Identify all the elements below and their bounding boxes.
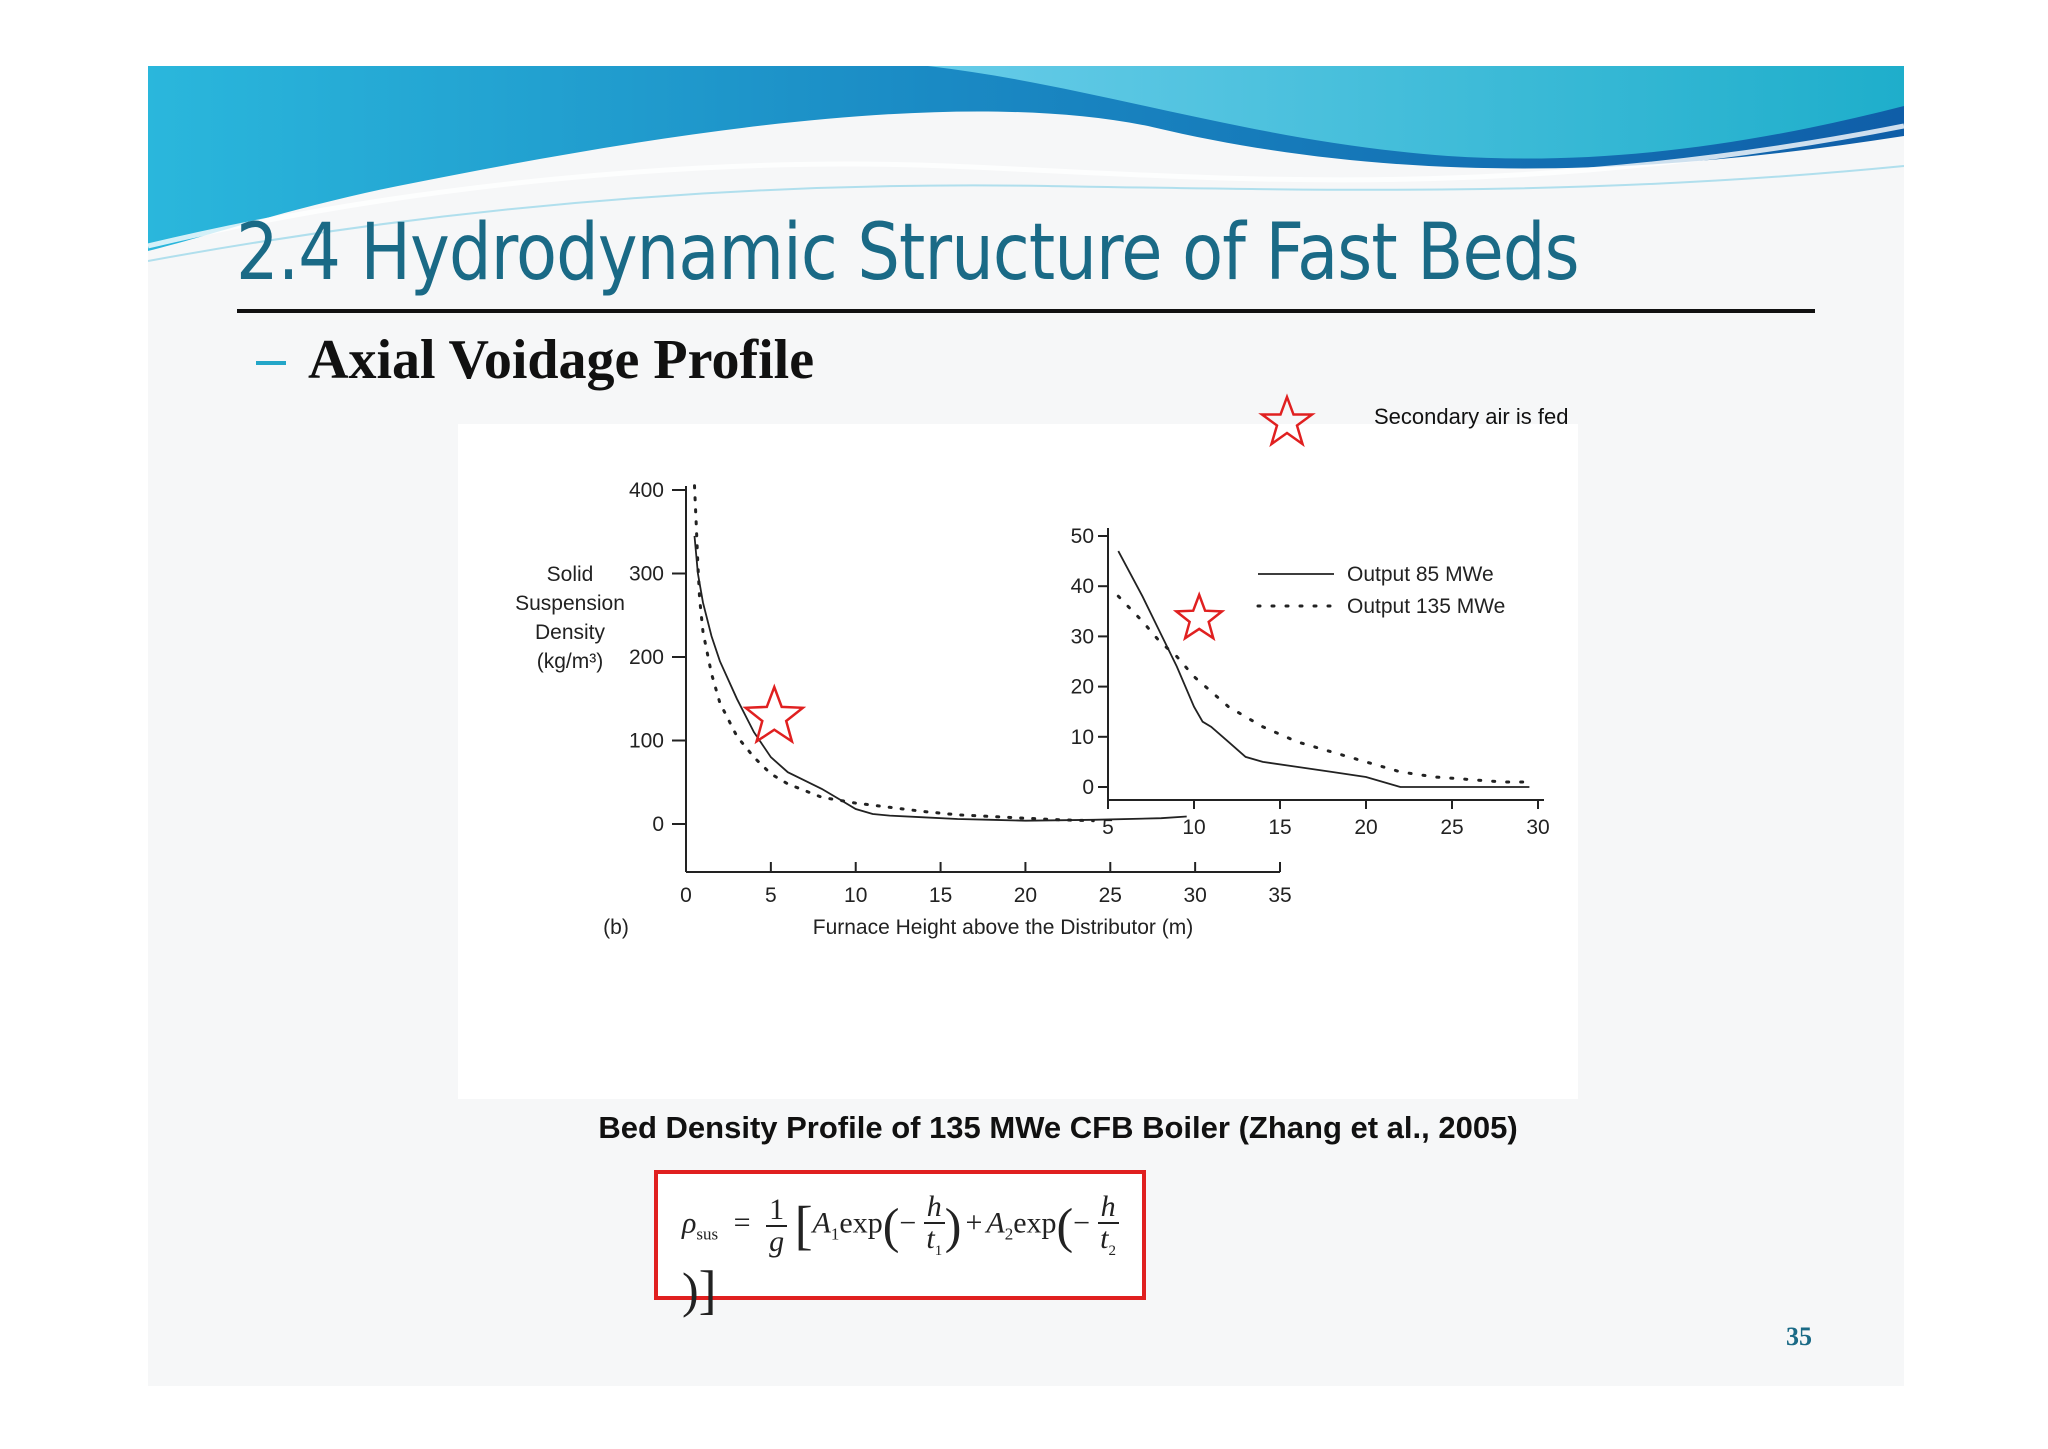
inset-y-tick-label: 50 <box>1071 525 1094 548</box>
formula-box: ρsus = 1 g [A1exp(− h t1 ) + A2exp(− h t2 … <box>654 1170 1146 1320</box>
legend-label-2: Output 135 MWe <box>1347 595 1505 618</box>
formula-t2: t <box>1100 1222 1109 1255</box>
formula-minus1: − <box>899 1206 917 1240</box>
formula-a2: A <box>986 1206 1005 1240</box>
inset-y-tick-label: 0 <box>1082 776 1094 799</box>
formula-fraction: 1 g <box>766 1194 788 1258</box>
formula-a2-sub: 2 <box>1004 1224 1014 1244</box>
formula-exp2: exp <box>1013 1206 1057 1240</box>
inset-x-tick-label: 20 <box>1354 816 1377 839</box>
panel-label: (b) <box>603 916 629 939</box>
legend-label-1: Output 85 MWe <box>1347 563 1494 586</box>
main-star-icon <box>742 683 807 745</box>
formula-frac-den: g <box>769 1224 785 1258</box>
title-divider <box>237 309 1815 313</box>
inset-x-tick-label: 10 <box>1182 816 1205 839</box>
formula-frac-h-t1: h t1 <box>923 1192 945 1259</box>
formula-rho: ρ <box>682 1206 697 1240</box>
formula: ρsus = 1 g [A1exp(− h t1 ) + A2exp(− h t2 … <box>682 1192 1142 1321</box>
subtitle-dash <box>256 361 286 365</box>
main-x-tick-label: 25 <box>1099 884 1122 907</box>
figure-caption: Bed Density Profile of 135 MWe CFB Boile… <box>598 1110 1518 1145</box>
inset-series-line-2 <box>1116 594 1531 784</box>
formula-rho-sub: sus <box>696 1224 719 1244</box>
inset-x-tick-label: 15 <box>1268 816 1291 839</box>
formula-exp1: exp <box>839 1206 883 1240</box>
inset-star-icon <box>1172 591 1226 642</box>
main-series-line-1 <box>693 535 1187 822</box>
main-y-tick-label: 100 <box>629 730 664 753</box>
formula-a1: A <box>812 1206 831 1240</box>
main-y-axis-label: Suspension <box>515 592 625 615</box>
formula-minus2: − <box>1073 1206 1091 1240</box>
main-y-tick-label: 0 <box>652 813 664 836</box>
main-x-tick-label: 10 <box>844 884 867 907</box>
main-x-tick-label: 35 <box>1268 884 1291 907</box>
inset-x-tick-label: 5 <box>1102 816 1114 839</box>
main-x-tick-label: 0 <box>680 884 692 907</box>
formula-equals: = <box>733 1206 751 1240</box>
main-x-tick-label: 20 <box>1014 884 1037 907</box>
main-series-line-2 <box>693 484 1095 823</box>
slide: 2.4 Hydrodynamic Structure of Fast Beds … <box>148 66 1904 1386</box>
formula-h1: h <box>923 1192 945 1224</box>
main-y-tick-label: 200 <box>629 646 664 669</box>
figure: 0 5 10 15 20 25 30 35 0 100 200 300 400 Solid Suspensi… <box>458 424 1578 1099</box>
page-title: 2.4 Hydrodynamic Structure of Fast Beds <box>236 208 1580 298</box>
formula-t1: t <box>926 1222 935 1255</box>
formula-frac-num: 1 <box>766 1194 788 1227</box>
star-icon <box>1258 393 1316 448</box>
formula-frac-h-t2: h t2 <box>1097 1192 1119 1259</box>
note-text: Secondary air is fed <box>1374 404 1569 429</box>
main-x-tick-label: 5 <box>765 884 777 907</box>
formula-open-bracket: [ <box>794 1195 813 1256</box>
wave-banner <box>148 66 1904 262</box>
main-y-tick-label: 400 <box>629 479 664 502</box>
main-x-tick-label: 30 <box>1183 884 1206 907</box>
formula-plus: + <box>965 1206 983 1240</box>
main-y-tick-label: 300 <box>629 563 664 586</box>
inset-x-tick-label: 25 <box>1440 816 1463 839</box>
inset-x-tick-label: 30 <box>1526 816 1549 839</box>
formula-a1-sub: 1 <box>830 1224 840 1244</box>
page-number: 35 <box>1786 1322 1812 1351</box>
subtitle: Axial Voidage Profile <box>308 329 815 391</box>
inset-y-tick-label: 40 <box>1071 575 1094 598</box>
inset-y-tick-label: 20 <box>1071 676 1094 699</box>
inset-y-tick-label: 10 <box>1071 726 1094 749</box>
chart: 0 5 10 15 20 25 30 350100200300400SolidSuspensi… <box>515 479 1550 939</box>
formula-h2: h <box>1097 1192 1119 1224</box>
main-y-axis-label: (kg/m³) <box>537 650 604 673</box>
main-y-axis-label: Density <box>535 621 606 644</box>
inset-y-tick-label: 30 <box>1071 625 1094 648</box>
formula-t2-sub: 2 <box>1108 1243 1117 1259</box>
main-y-axis-label: Solid <box>547 563 594 586</box>
formula-close-bracket: ] <box>698 1260 717 1320</box>
formula-t1-sub: 1 <box>934 1243 943 1259</box>
main-x-axis-label: Furnace Height above the Distributor (m) <box>813 916 1194 939</box>
inset-series-line-1 <box>1117 550 1530 788</box>
main-x-tick-label: 15 <box>929 884 952 907</box>
